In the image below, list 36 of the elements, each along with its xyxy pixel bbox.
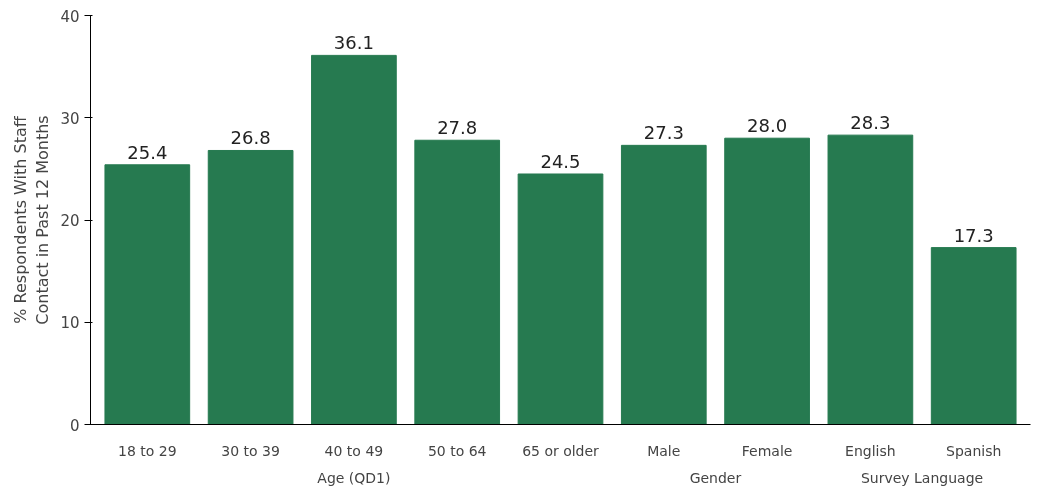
x-tick-label: 65 or older bbox=[522, 442, 600, 459]
bar bbox=[207, 149, 294, 425]
data-label: 28.0 bbox=[747, 115, 788, 137]
data-label: 17.3 bbox=[953, 224, 994, 246]
bar bbox=[930, 247, 1017, 425]
bar bbox=[414, 139, 501, 425]
text: Gender bbox=[689, 469, 742, 486]
y-tick-label: 10 bbox=[60, 314, 80, 333]
text: Age (QD1) bbox=[317, 469, 391, 486]
x-tick-label: Spanish bbox=[946, 442, 1002, 459]
bar bbox=[517, 173, 604, 425]
data-label: 25.4 bbox=[127, 141, 168, 163]
x-tick-label: 30 to 39 bbox=[221, 442, 280, 459]
y-tick-label: 30 bbox=[60, 109, 80, 128]
data-label: 36.1 bbox=[333, 32, 374, 54]
bar bbox=[104, 164, 191, 425]
x-tick-label: 50 to 64 bbox=[427, 442, 487, 459]
x-tick-label: 18 to 29 bbox=[118, 442, 177, 459]
x-tick-label: English bbox=[845, 442, 896, 459]
text: Survey Language bbox=[860, 469, 984, 486]
data-label: 24.5 bbox=[540, 150, 581, 172]
bar bbox=[311, 54, 397, 425]
data-label: 28.3 bbox=[850, 112, 891, 134]
y-tick-label: 0 bbox=[69, 416, 80, 435]
y-tick-label: 40 bbox=[60, 7, 80, 26]
bar bbox=[827, 134, 914, 425]
x-tick-label: Male bbox=[647, 442, 681, 459]
x-tick-label: 40 to 49 bbox=[324, 442, 384, 459]
data-label: 26.8 bbox=[230, 127, 271, 149]
y-tick-label: 20 bbox=[60, 212, 80, 230]
bar bbox=[620, 144, 707, 425]
bar bbox=[724, 137, 810, 425]
data-label: 27.3 bbox=[643, 122, 684, 144]
x-tick-label: Female bbox=[741, 442, 793, 459]
data-label: 27.8 bbox=[437, 117, 478, 139]
y-axis-title: % Respondents With Staff Contact in Past 12 Months bbox=[10, 115, 53, 325]
